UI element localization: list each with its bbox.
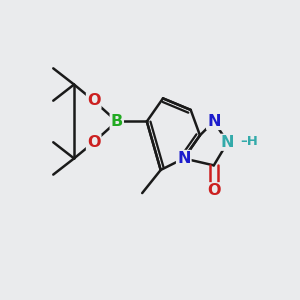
Text: O: O <box>87 93 101 108</box>
Text: B: B <box>111 114 123 129</box>
Text: –H: –H <box>240 135 258 148</box>
Text: O: O <box>87 135 101 150</box>
Text: N: N <box>207 114 220 129</box>
Text: N: N <box>177 151 190 166</box>
Text: N: N <box>221 135 234 150</box>
Text: O: O <box>207 183 220 198</box>
